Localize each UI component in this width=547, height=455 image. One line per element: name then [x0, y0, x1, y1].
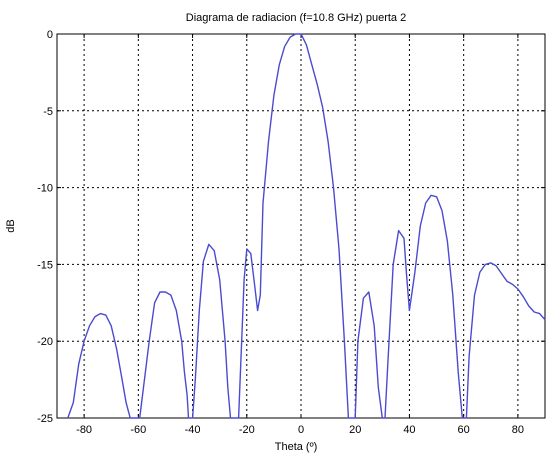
y-tick-label: -5 [43, 106, 53, 118]
y-tick-label: -20 [37, 336, 53, 348]
x-axis-label: Theta (º) [275, 441, 318, 453]
x-tick-label: 0 [298, 424, 304, 436]
series-line [67, 33, 546, 419]
x-tick-label: 60 [458, 424, 470, 436]
x-tick-label: 20 [349, 424, 361, 436]
x-tick-label: -40 [185, 424, 201, 436]
axis-ticks: -80 -60 -40 -20 0 20 40 60 80 0 -5 -10 -15 -20 -25 [37, 29, 545, 436]
x-tick-label: -20 [239, 424, 255, 436]
y-tick-label: -10 [37, 183, 53, 195]
grid [57, 33, 545, 419]
chart-title: Diagrama de radiacion (f=10.8 GHz) puert… [186, 12, 406, 24]
y-tick-label: -25 [37, 413, 53, 425]
y-axis-label: dB [5, 219, 17, 232]
y-tick-label: -15 [37, 259, 53, 271]
x-tick-label: 40 [403, 424, 415, 436]
x-tick-label: -60 [130, 424, 146, 436]
x-tick-label: -80 [76, 424, 92, 436]
y-tick-label: 0 [47, 29, 53, 41]
x-tick-label: 80 [512, 424, 524, 436]
series-group [67, 33, 546, 419]
